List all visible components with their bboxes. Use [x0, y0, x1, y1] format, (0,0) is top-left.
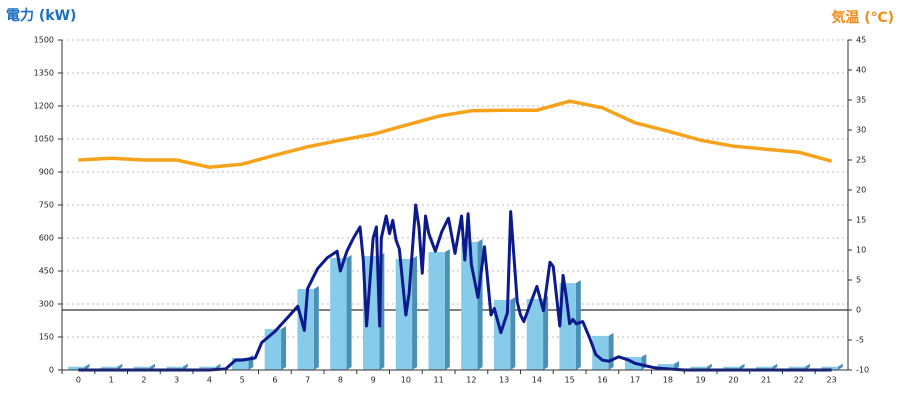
x-tick-label: 0: [76, 376, 81, 385]
bar-side: [346, 255, 352, 370]
bar: [755, 366, 773, 370]
bar-side: [117, 363, 123, 370]
y-tick-label: 0: [49, 366, 54, 375]
y2-axis-title: 気温 (℃): [831, 9, 894, 26]
bar-side: [805, 363, 811, 370]
power-detail-line: [78, 203, 832, 372]
x-tick-label: 3: [174, 376, 179, 385]
x-tick-label: 17: [630, 376, 640, 385]
bar-side: [281, 326, 287, 370]
y2-tick-label: 15: [856, 216, 866, 225]
bar-side: [772, 363, 778, 370]
bar: [788, 366, 806, 370]
bar-side: [412, 255, 418, 370]
x-tick-label: 11: [434, 376, 444, 385]
bar-side: [706, 363, 712, 370]
y-tick-label: 1350: [34, 69, 54, 78]
y2-tick-label: 45: [856, 36, 866, 45]
x-tick-label: 12: [466, 376, 476, 385]
bar-side: [182, 363, 188, 370]
x-tick-label: 5: [240, 376, 245, 385]
y2-tick-label: -10: [856, 366, 869, 375]
bar: [657, 364, 675, 370]
y2-tick-label: 40: [856, 66, 866, 75]
y-tick-label: 750: [39, 201, 54, 210]
y2-tick-label: 10: [856, 246, 866, 255]
bar: [559, 283, 576, 370]
temperature-line: [78, 99, 833, 169]
bar-side: [674, 361, 680, 370]
bar-side: [739, 363, 745, 370]
bar: [690, 366, 707, 370]
y2-tick-label: 35: [856, 96, 866, 105]
x-tick-label: 23: [827, 376, 837, 385]
bar-side: [575, 280, 581, 370]
y-tick-label: 900: [39, 168, 54, 177]
x-tick-label: 10: [401, 376, 411, 385]
bar-side: [84, 363, 90, 370]
bar: [428, 252, 445, 370]
y-tick-label: 1050: [34, 135, 54, 144]
x-tick-label: 6: [272, 376, 277, 385]
bar-side: [608, 332, 614, 370]
bar: [68, 366, 85, 370]
x-tick-label: 13: [499, 376, 509, 385]
y-tick-label: 1200: [34, 102, 54, 111]
bar: [133, 366, 151, 370]
bar: [199, 366, 216, 370]
bar-side: [837, 363, 843, 370]
x-tick-label: 16: [597, 376, 607, 385]
y-tick-label: 450: [39, 267, 54, 276]
bar: [461, 241, 478, 370]
bar: [395, 258, 413, 370]
y2-tick-label: 0: [856, 306, 861, 315]
bar-side: [641, 354, 647, 370]
x-tick-label: 4: [207, 376, 212, 385]
y2-tick-label: 30: [856, 126, 866, 135]
y-tick-label: 1500: [34, 36, 54, 45]
x-tick-label: 18: [663, 376, 673, 385]
bar-side: [510, 297, 516, 370]
bar: [100, 366, 118, 370]
x-tick-label: 9: [371, 376, 376, 385]
x-tick-label: 15: [565, 376, 575, 385]
bar: [264, 329, 282, 370]
bar: [723, 366, 740, 370]
y2-tick-label: 20: [856, 186, 866, 195]
y-tick-label: 600: [39, 234, 54, 243]
bar-side: [150, 363, 156, 370]
x-tick-label: 21: [761, 376, 771, 385]
bar-side: [313, 286, 319, 370]
x-tick-label: 19: [696, 376, 706, 385]
x-tick-label: 8: [338, 376, 343, 385]
bar-side: [444, 249, 450, 370]
x-tick-label: 20: [728, 376, 738, 385]
y-tick-label: 150: [39, 333, 54, 342]
bar: [526, 298, 544, 370]
y-axis-title: 電力 (kW): [6, 7, 76, 24]
y2-tick-label: -5: [856, 336, 864, 345]
bar: [821, 366, 838, 370]
bar: [362, 256, 380, 370]
bar: [330, 258, 347, 370]
y2-tick-label: 25: [856, 156, 866, 165]
x-tick-label: 7: [305, 376, 310, 385]
x-tick-label: 2: [141, 376, 146, 385]
bar-side: [543, 295, 549, 370]
y-tick-label: 300: [39, 300, 54, 309]
x-tick-label: 1: [109, 376, 114, 385]
y2-tick-label: 5: [856, 276, 861, 285]
bar: [166, 366, 183, 370]
x-tick-label: 14: [532, 376, 542, 385]
x-tick-label: 22: [794, 376, 804, 385]
